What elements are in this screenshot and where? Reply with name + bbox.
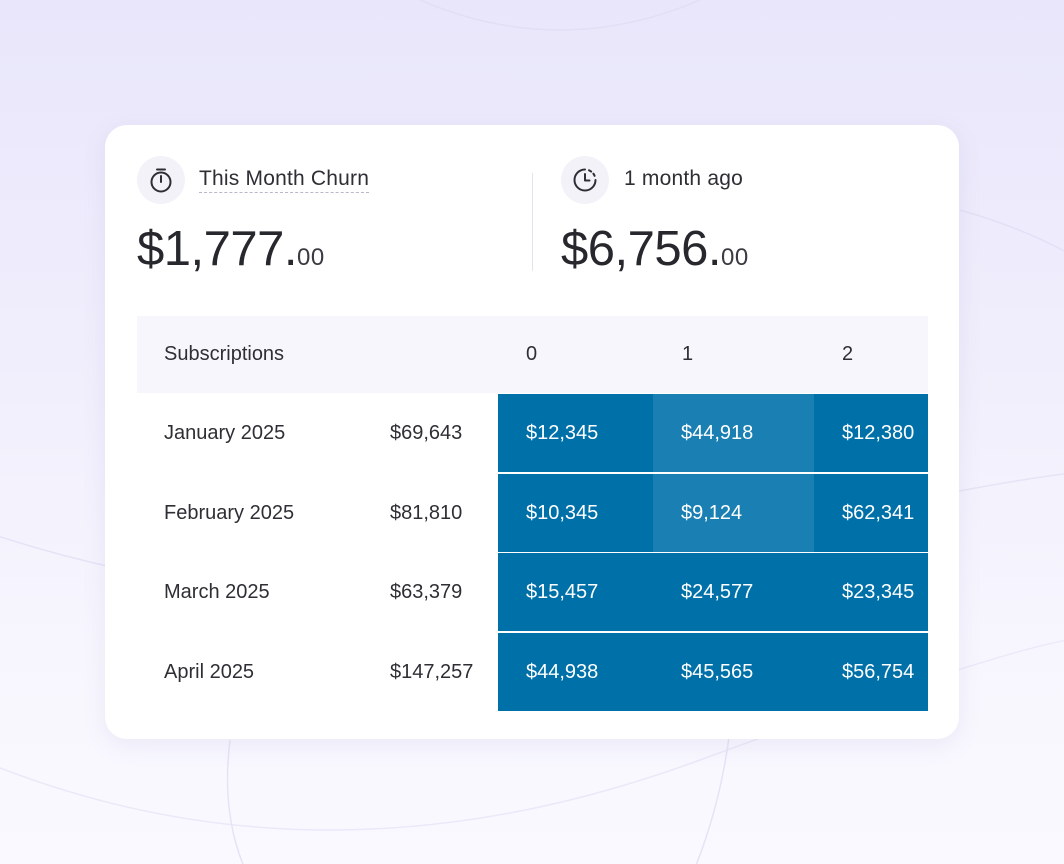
row-label: April 2025 <box>164 661 255 683</box>
stopwatch-icon <box>137 156 185 204</box>
heat-cell: $23,345 <box>814 553 928 631</box>
heat-cell: $24,577 <box>653 553 814 631</box>
metric-value: $6,756.00 <box>561 221 749 277</box>
table-row: January 2025 $69,643 $12,345 $44,918 $12… <box>137 394 928 473</box>
metric-value: $1,777.00 <box>137 221 325 277</box>
metric-value-cents: 00 <box>297 244 325 271</box>
row-label: February 2025 <box>164 502 295 524</box>
churn-card: This Month Churn $1,777.00 1 month ago $… <box>105 125 959 739</box>
column-header-0: 0 <box>526 343 538 365</box>
column-header-subscriptions: Subscriptions <box>164 343 285 365</box>
table-header: Subscriptions 0 1 2 <box>137 316 928 393</box>
heat-cell: $44,918 <box>653 394 814 472</box>
heat-cell: $10,345 <box>498 474 653 552</box>
metric-one-month-ago: 1 month ago $6,756.00 <box>561 125 941 295</box>
column-header-2: 2 <box>842 343 854 365</box>
heat-cell: $12,345 <box>498 394 653 472</box>
row-total: $81,810 <box>390 502 463 524</box>
column-header-1: 1 <box>682 343 694 365</box>
table-row: March 2025 $63,379 $15,457 $24,577 $23,3… <box>137 553 928 632</box>
metric-divider <box>532 173 533 271</box>
heat-cell: $62,341 <box>814 474 928 552</box>
table-row: April 2025 $147,257 $44,938 $45,565 $56,… <box>137 633 928 712</box>
metric-value-cents: 00 <box>721 244 749 271</box>
heat-cell: $9,124 <box>653 474 814 552</box>
heat-cell: $12,380 <box>814 394 928 472</box>
heat-cell: $15,457 <box>498 553 653 631</box>
row-label: March 2025 <box>164 581 270 603</box>
cohort-table: Subscriptions 0 1 2 January 2025 $69,643… <box>137 316 928 711</box>
heat-cell: $45,565 <box>653 633 814 711</box>
metric-this-month: This Month Churn $1,777.00 <box>137 125 517 295</box>
heat-cell: $56,754 <box>814 633 928 711</box>
metric-value-main: $6,756. <box>561 222 722 276</box>
row-total: $147,257 <box>390 661 474 683</box>
table-row: February 2025 $81,810 $10,345 $9,124 $62… <box>137 474 928 553</box>
clock-history-icon <box>561 156 609 204</box>
metric-value-main: $1,777. <box>137 222 298 276</box>
heat-cell: $44,938 <box>498 633 653 711</box>
row-label: January 2025 <box>164 422 286 444</box>
metric-label: 1 month ago <box>624 167 743 190</box>
row-total: $63,379 <box>390 581 463 603</box>
metric-label[interactable]: This Month Churn <box>199 167 370 193</box>
row-total: $69,643 <box>390 422 463 444</box>
